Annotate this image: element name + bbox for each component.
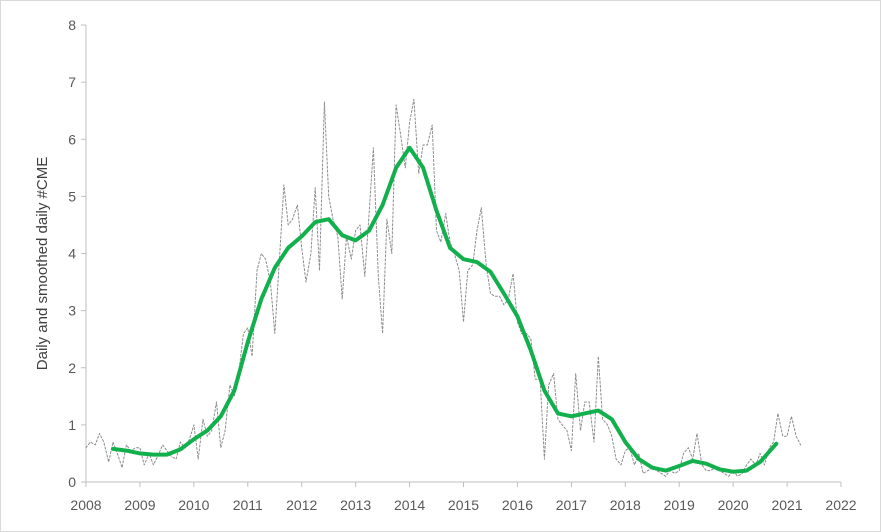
axes: [81, 24, 842, 487]
x-tick-label: 2009: [124, 497, 155, 513]
x-tick-label: 2017: [556, 497, 587, 513]
x-tick-label: 2008: [70, 497, 101, 513]
y-tick-label: 7: [68, 74, 76, 90]
x-tick-label: 2016: [502, 497, 533, 513]
y-tick-label: 2: [68, 360, 76, 376]
x-tick-label: 2022: [825, 497, 856, 513]
y-tick-label: 3: [68, 303, 76, 319]
x-tick-label: 2014: [394, 497, 425, 513]
y-tick-label: 8: [68, 17, 76, 33]
y-tick-label: 4: [68, 246, 76, 262]
y-tick-label: 5: [68, 188, 76, 204]
series-group: [85, 98, 802, 477]
x-tick-labels: 2008 2009 2010 2011 2012 2013 2014 2015 2016 2017…: [70, 497, 856, 513]
y-axis-label: Daily and smoothed daily #CME: [34, 157, 51, 370]
x-tick-label: 2011: [233, 497, 263, 513]
x-tick-label: 2021: [771, 497, 802, 513]
y-tick-label: 6: [68, 131, 76, 147]
y-tick-label: 0: [68, 474, 76, 490]
x-tick-label: 2012: [286, 497, 317, 513]
daily-cme-line: [85, 98, 802, 477]
y-tick-labels: 0 1 2 3 4 5 6 7 8: [68, 17, 76, 490]
x-tick-label: 2010: [178, 497, 209, 513]
x-tick-label: 2018: [610, 497, 641, 513]
x-tick-label: 2013: [340, 497, 371, 513]
x-tick-label: 2020: [718, 497, 749, 513]
smoothed-cme-line: [111, 145, 779, 474]
x-tick-label: 2019: [664, 497, 695, 513]
x-tick-label: 2015: [448, 497, 479, 513]
y-tick-label: 1: [68, 417, 76, 433]
